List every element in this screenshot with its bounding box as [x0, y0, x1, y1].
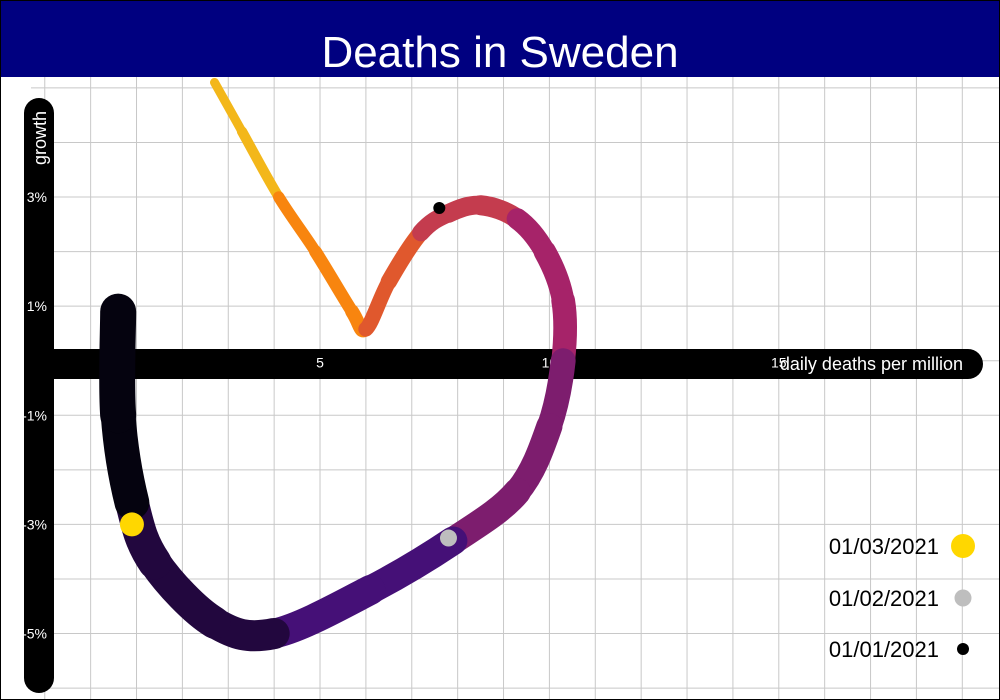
- x-tick-label: 5: [316, 355, 324, 371]
- axes: growth daily deaths per million: [24, 98, 983, 693]
- y-tick-label: 3%: [27, 189, 47, 205]
- series-path-segment: [236, 126, 284, 203]
- date-marker: [439, 529, 457, 547]
- y-tick-label: -5%: [22, 626, 47, 642]
- series-path-segment: [210, 77, 247, 137]
- x-axis-label: daily deaths per million: [780, 354, 963, 374]
- date-marker: [433, 201, 446, 214]
- legend-label: 01/03/2021: [829, 534, 939, 559]
- y-tick-label: -3%: [22, 516, 47, 532]
- title-bar: [1, 1, 999, 77]
- legend: 01/03/2021 01/02/2021 01/01/2021: [829, 534, 975, 662]
- y-tick-label: 1%: [27, 298, 47, 314]
- tick-labels: 5 10 153%1%-1%-3%-5%: [22, 189, 787, 641]
- series-path-segment: [273, 191, 322, 258]
- legend-swatch: [951, 534, 975, 558]
- legend-label: 01/02/2021: [829, 586, 939, 611]
- legend-swatch: [957, 643, 969, 655]
- series-path-segment: [259, 574, 386, 649]
- y-tick-label: -1%: [22, 407, 47, 423]
- series-path-segment: [380, 224, 430, 290]
- legend-swatch: [954, 589, 972, 607]
- date-markers: [119, 201, 457, 547]
- series-path-segment: [309, 245, 359, 318]
- legend-label: 01/01/2021: [829, 637, 939, 662]
- y-axis-label: growth: [30, 111, 50, 165]
- x-tick-label: 15: [771, 355, 787, 371]
- series-path-segment: [99, 293, 137, 434]
- date-marker: [119, 512, 144, 537]
- page-title: Deaths in Sweden: [321, 28, 679, 77]
